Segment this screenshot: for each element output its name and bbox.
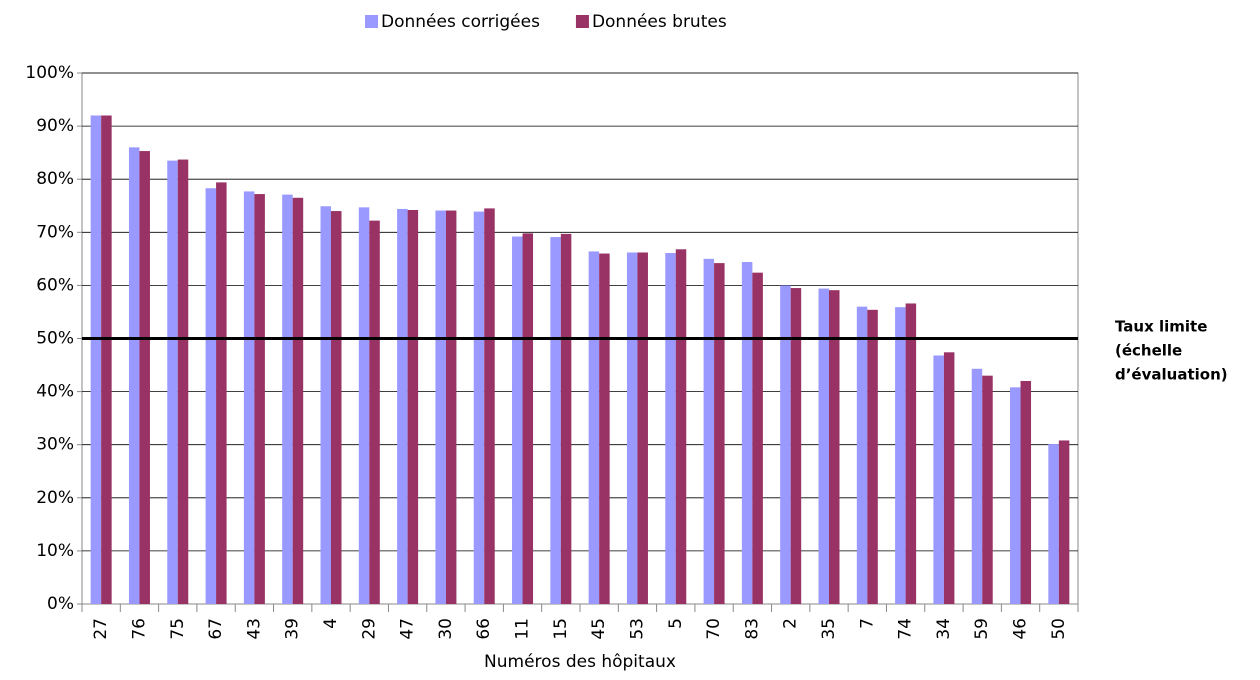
bar (856, 306, 868, 604)
x-tick-label: 34 (934, 618, 954, 640)
bar (320, 206, 331, 604)
bar (703, 258, 715, 604)
bar (599, 253, 610, 605)
bar (397, 208, 408, 604)
x-tick-label: 66 (474, 618, 494, 640)
bar (90, 115, 102, 604)
bar (1048, 444, 1059, 604)
x-tick-label: 46 (1011, 618, 1031, 640)
y-tick-label: 30% (36, 435, 74, 455)
bar (216, 182, 227, 605)
bar (205, 188, 217, 605)
annotation: d’évaluation) (1115, 366, 1228, 384)
x-tick-label: 30 (436, 618, 456, 640)
bar (982, 375, 993, 604)
x-tick-label: 47 (398, 618, 418, 640)
bar (665, 253, 676, 604)
bar (1020, 380, 1032, 604)
y-tick-label: 90% (36, 116, 74, 136)
x-tick-label: 75 (168, 618, 188, 640)
bar (971, 368, 983, 604)
bar (790, 288, 802, 604)
x-tick-label: 74 (896, 618, 916, 640)
bar (512, 236, 523, 604)
annotation: (échelle (1115, 342, 1182, 360)
x-tick-label: 27 (91, 618, 111, 640)
bar (780, 285, 791, 604)
bar (167, 160, 178, 605)
bar (331, 211, 342, 604)
legend-swatch (575, 15, 589, 28)
bar (675, 249, 687, 605)
x-tick-label: 45 (589, 618, 609, 640)
legend-swatch (365, 15, 378, 28)
annotation: Taux limite (1115, 318, 1207, 336)
x-tick-label: 43 (244, 618, 264, 640)
bar (752, 272, 763, 604)
bar (637, 252, 648, 604)
x-tick-label: 7 (857, 618, 877, 629)
x-tick-label: 76 (129, 618, 149, 640)
bar (626, 252, 638, 604)
y-tick-label: 60% (36, 275, 74, 295)
bar (522, 233, 534, 604)
x-tick-label: 11 (513, 618, 533, 640)
x-tick-label: 70 (704, 618, 724, 640)
x-tick-label: 4 (321, 618, 341, 629)
bar (905, 303, 917, 604)
bar (943, 352, 955, 604)
bar (445, 210, 457, 605)
y-tick-label: 50% (36, 329, 74, 349)
x-tick-label: 29 (359, 618, 379, 640)
bar (550, 237, 561, 605)
x-axis-label: Numéros des hôpitaux (484, 652, 676, 672)
x-tick-label: 53 (627, 618, 647, 640)
y-tick-label: 20% (36, 488, 74, 508)
y-tick-label: 70% (36, 222, 74, 242)
bar (933, 355, 944, 604)
bar (292, 197, 304, 604)
legend-label: Données brutes (592, 12, 727, 32)
y-tick-label: 100% (25, 63, 74, 83)
x-tick-label: 83 (742, 618, 762, 640)
x-tick-label: 15 (551, 618, 571, 640)
bar (282, 194, 293, 604)
bar (407, 209, 419, 605)
legend-label: Données corrigées (381, 12, 540, 32)
y-tick-label: 10% (36, 541, 74, 561)
x-tick-label: 67 (206, 618, 226, 640)
bar (1010, 387, 1021, 604)
x-tick-label: 39 (283, 618, 303, 640)
y-tick-label: 40% (36, 382, 74, 402)
x-tick-label: 50 (1049, 618, 1069, 640)
bar (1058, 440, 1070, 604)
bar (484, 208, 495, 604)
y-tick-label: 80% (36, 169, 74, 189)
bar (829, 290, 840, 604)
bar (588, 251, 600, 604)
bar (177, 159, 189, 605)
bar (867, 309, 878, 604)
bar (358, 207, 370, 604)
bar (818, 288, 829, 604)
bar (895, 307, 906, 604)
bar (435, 210, 446, 605)
x-tick-label: 5 (666, 618, 686, 629)
bar (243, 191, 255, 604)
x-tick-label: 59 (972, 618, 992, 640)
bar (101, 115, 112, 604)
bar (128, 147, 140, 604)
x-tick-label: 2 (781, 618, 801, 629)
y-tick-label: 0% (47, 594, 74, 614)
bar (714, 263, 725, 604)
bar (139, 151, 150, 604)
bar (560, 233, 572, 604)
bar (369, 220, 380, 605)
bar (741, 262, 753, 604)
x-tick-label: 35 (819, 618, 839, 640)
bar (473, 211, 485, 604)
bar (254, 194, 265, 604)
